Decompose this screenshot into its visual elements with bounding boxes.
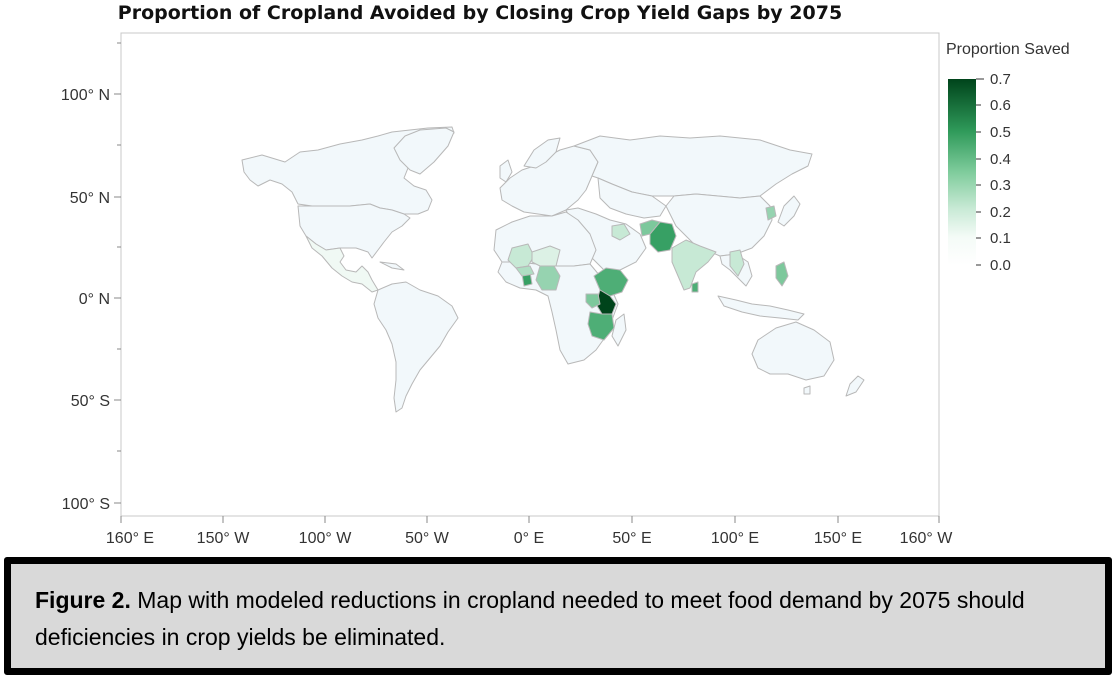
region-greenland xyxy=(393,127,455,175)
region-sri-lanka xyxy=(691,281,699,293)
caption-text: Map with modeled reductions in cropland … xyxy=(35,587,1025,650)
legend-tick-label: 0.6 xyxy=(990,97,1011,114)
legend-tick-label: 0.2 xyxy=(990,204,1011,221)
legend-tick-label: 0.3 xyxy=(990,177,1011,194)
map-figure: 100° N 50° N 0° N 50° S 100° S 160° E 15… xyxy=(61,32,1011,547)
region-myanmar xyxy=(729,249,745,277)
y-tick-label: 100° N xyxy=(61,87,110,104)
region-nigeria xyxy=(535,265,561,291)
y-tick-label: 0° N xyxy=(79,291,110,308)
region-south-america xyxy=(373,281,459,413)
region-new-zealand xyxy=(845,375,865,397)
legend-title: Proportion Saved xyxy=(946,41,1070,58)
region-uk xyxy=(499,159,513,183)
legend-ticks xyxy=(976,78,984,266)
x-tick-label: 150° E xyxy=(814,530,862,547)
x-tick-label: 150° W xyxy=(197,530,251,547)
region-uganda xyxy=(585,293,601,309)
region-korea xyxy=(765,205,777,221)
legend-tick-label: 0.4 xyxy=(990,151,1011,168)
region-burkina xyxy=(515,265,535,277)
region-scandinavia xyxy=(523,137,561,169)
region-niger xyxy=(531,245,561,267)
x-tick-label: 100° W xyxy=(299,530,353,547)
y-tick-label: 100° S xyxy=(62,496,110,513)
region-australia xyxy=(751,321,835,381)
y-tick-label: 50° S xyxy=(71,393,110,410)
region-japan xyxy=(777,195,801,227)
x-axis-ticks xyxy=(120,516,940,523)
highlighted-countries xyxy=(507,205,789,341)
legend-tick-label: 0.5 xyxy=(990,124,1011,141)
chart-title: Proportion of Cropland Avoided by Closin… xyxy=(117,2,843,24)
region-tanzania xyxy=(587,311,615,341)
region-china xyxy=(665,193,773,257)
figure-caption-box: Figure 2. Map with modeled reductions in… xyxy=(4,557,1112,675)
region-philippines xyxy=(775,261,789,287)
x-tick-label: 50° W xyxy=(405,530,450,547)
legend-tick-label: 0.0 xyxy=(990,257,1011,274)
legend-colorbar xyxy=(948,79,976,265)
region-madagascar xyxy=(611,313,627,347)
region-indonesia xyxy=(717,295,805,321)
figure-label: Figure 2. xyxy=(35,587,131,613)
x-tick-label: 100° E xyxy=(711,530,759,547)
x-tick-label: 160° W xyxy=(900,530,954,547)
region-caribbean xyxy=(379,261,405,271)
region-india xyxy=(671,239,717,291)
world-map xyxy=(241,126,865,413)
figure-caption: Figure 2. Map with modeled reductions in… xyxy=(35,582,1081,656)
x-tick-label: 50° E xyxy=(612,530,651,547)
region-iraq xyxy=(611,223,631,241)
legend-tick-label: 0.7 xyxy=(990,71,1011,88)
region-tasmania xyxy=(803,385,811,395)
region-central-asia xyxy=(597,177,667,219)
region-mexico xyxy=(305,235,379,293)
legend-tick-label: 0.1 xyxy=(990,230,1011,247)
region-pakistan xyxy=(649,221,677,253)
x-tick-label: 160° E xyxy=(106,530,154,547)
region-sub-saharan-africa xyxy=(497,261,619,365)
x-tick-label: 0° E xyxy=(514,530,544,547)
region-afghanistan xyxy=(639,219,661,237)
y-tick-label: 50° N xyxy=(70,190,110,207)
y-axis-ticks xyxy=(114,42,121,504)
